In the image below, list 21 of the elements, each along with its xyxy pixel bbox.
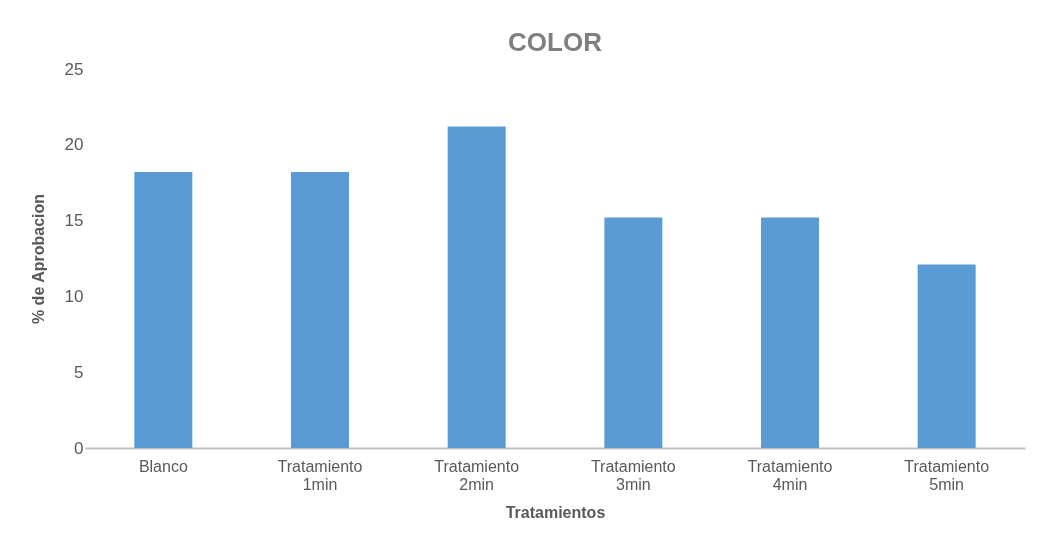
y-tick-label: 5 <box>74 362 84 382</box>
x-tick-label: Tratamiento 5min <box>904 457 990 493</box>
y-tick-label: 25 <box>64 59 84 79</box>
chart-title: COLOR <box>508 27 603 57</box>
y-tick-label: 15 <box>64 211 84 231</box>
y-axis-title: % de Aprobacion <box>29 193 47 325</box>
bar <box>604 217 663 448</box>
x-axis-title: Tratamientos <box>505 503 606 521</box>
x-tick-label: Tratamiento 3min <box>590 457 676 493</box>
bar <box>917 264 976 448</box>
y-tick-label: 10 <box>64 286 84 306</box>
x-tick-label: Tratamiento 2min <box>434 457 520 493</box>
x-tick-label: Tratamiento 4min <box>747 457 833 493</box>
bar <box>761 217 819 448</box>
bar <box>291 172 349 448</box>
y-tick-label: 20 <box>64 135 84 155</box>
x-tick-label: Blanco <box>138 457 188 475</box>
x-tick-label: Tratamiento 1min <box>277 457 363 493</box>
bar <box>447 126 506 448</box>
bar <box>134 172 193 448</box>
y-tick-label: 0 <box>74 438 84 458</box>
